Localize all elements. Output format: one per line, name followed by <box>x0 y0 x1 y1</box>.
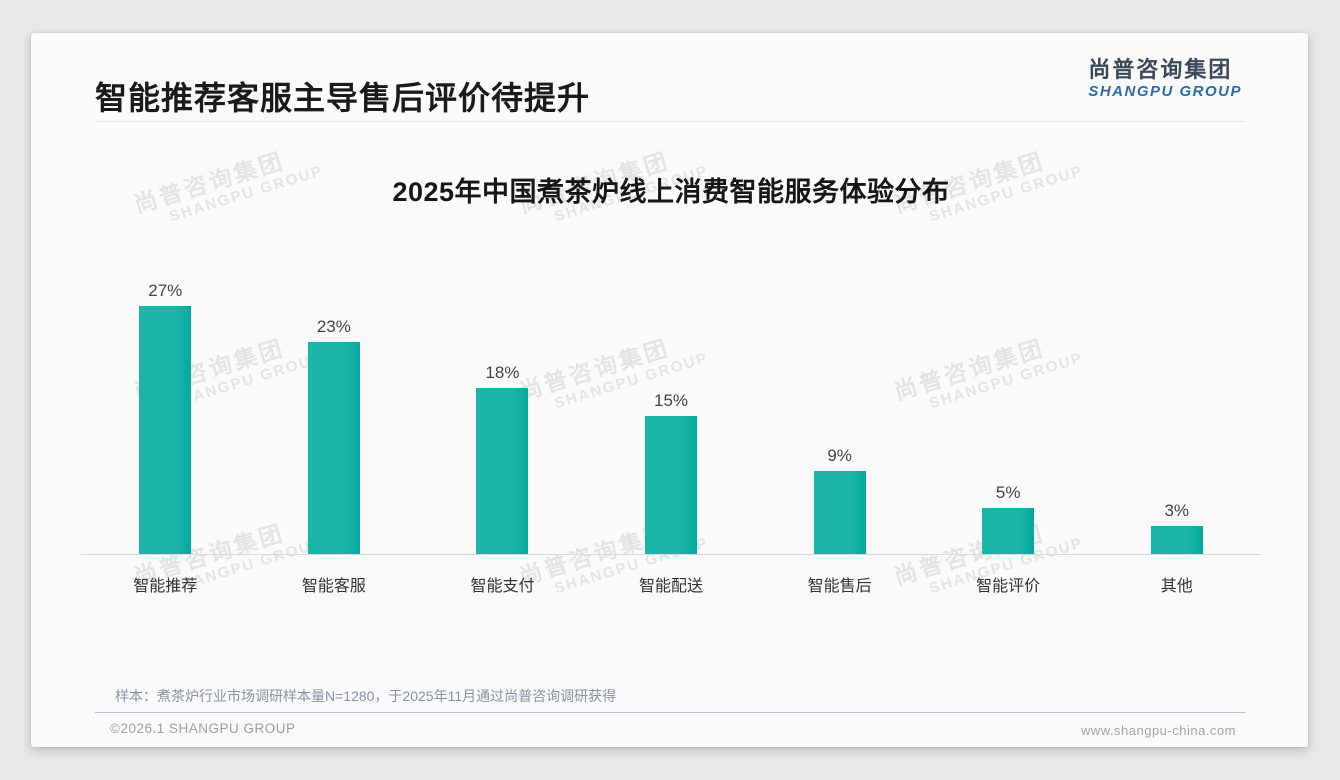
slide-title: 智能推荐客服主导售后评价待提升 <box>95 80 591 116</box>
bar <box>1150 526 1203 554</box>
logo-chinese-name: 尚普咨询集团 <box>1088 57 1233 82</box>
sample-note: 样本：煮茶炉行业市场调研样本量N=1280，于2025年11月通过尚普咨询调研获… <box>115 688 617 704</box>
category-label: 其他 <box>1160 578 1193 595</box>
slide-card: 智能推荐客服主导售后评价待提升 尚普咨询集团 SHANGPU GROUP 尚普咨… <box>31 33 1308 747</box>
category-label: 智能支付 <box>470 578 535 595</box>
bar-column: 23% <box>250 317 419 554</box>
category-label: 智能评价 <box>976 578 1041 595</box>
category-label: 智能推荐 <box>133 578 198 595</box>
category-label: 智能配送 <box>639 578 704 595</box>
x-axis-line <box>81 554 1261 555</box>
bar-column: 3% <box>1092 501 1261 554</box>
bar-column: 5% <box>924 483 1093 554</box>
bar-value-label: 15% <box>654 391 689 410</box>
bar <box>813 471 866 554</box>
bar-column: 9% <box>755 446 924 554</box>
bar-column: 27% <box>81 281 250 554</box>
company-logo: 尚普咨询集团 SHANGPU GROUP <box>1088 57 1242 101</box>
category-label: 智能售后 <box>807 578 872 595</box>
bar-column: 15% <box>587 391 756 554</box>
bar-value-label: 3% <box>1164 501 1190 520</box>
bar-column: 18% <box>418 363 587 554</box>
logo-english-name: SHANGPU GROUP <box>1088 83 1242 100</box>
copyright-text: ©2026.1 SHANGPU GROUP <box>110 721 296 736</box>
category-axis-labels: 智能推荐 智能客服 智能支付 智能配送 智能售后 智能评价 其他 <box>81 572 1261 596</box>
bar-value-label: 23% <box>316 317 351 336</box>
bar-chart: 2025年中国煮茶炉线上消费智能服务体验分布 27% 23% 18% 15% 9% 5% 3… <box>81 170 1261 596</box>
website-link[interactable]: www.shangpu-china.com <box>1080 723 1236 738</box>
bar-value-label: 18% <box>485 363 520 382</box>
footer-divider <box>95 712 1246 713</box>
bar-value-label: 27% <box>148 281 183 300</box>
bar <box>307 342 360 554</box>
chart-title: 2025年中国煮茶炉线上消费智能服务体验分布 <box>392 177 950 207</box>
bar <box>476 388 529 554</box>
bar <box>645 416 698 554</box>
category-label: 智能客服 <box>301 578 366 595</box>
bar-value-label: 9% <box>827 446 852 465</box>
bar-chart-plot: 27% 23% 18% 15% 9% 5% 3% <box>81 269 1261 554</box>
bar <box>982 508 1035 554</box>
header-divider <box>95 121 1246 122</box>
bar <box>139 306 192 554</box>
bar-value-label: 5% <box>995 483 1021 502</box>
